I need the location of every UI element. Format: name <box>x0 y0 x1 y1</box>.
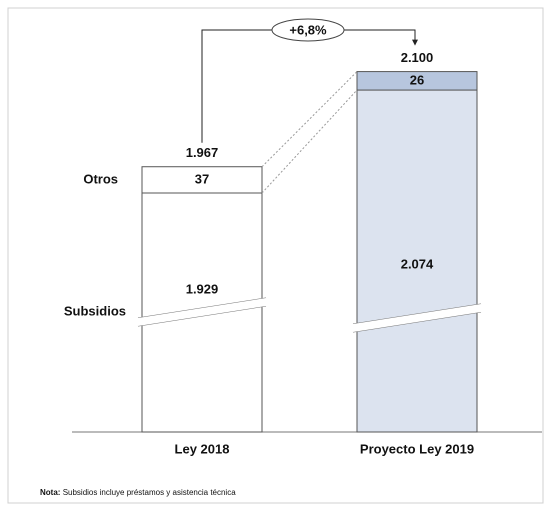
connector <box>261 89 358 194</box>
bar-segment <box>356 89 478 433</box>
value-label: 2.074 <box>401 256 434 271</box>
note-label: Nota: <box>40 488 60 497</box>
x-tick-label: Proyecto Ley 2019 <box>360 441 474 456</box>
bar-segment <box>141 166 263 194</box>
note-text: Subsidios incluye préstamos y asistencia… <box>63 488 237 497</box>
total-label: 1.967 <box>186 145 219 160</box>
annotation-bubble <box>271 18 345 42</box>
axis-break-gap <box>353 304 481 332</box>
total-label: 2.100 <box>401 50 434 65</box>
series-label: Otros <box>83 171 118 186</box>
bar-segment <box>356 71 478 91</box>
note: Nota: Subsidios incluye préstamos y asis… <box>40 488 236 497</box>
value-label: 1.929 <box>186 281 219 296</box>
x-tick-label: Ley 2018 <box>175 441 230 456</box>
connector <box>261 71 358 168</box>
arrow-head <box>412 39 418 46</box>
annotation: +6,8% <box>289 22 327 37</box>
series-label: Subsidios <box>64 303 126 318</box>
axis-break-gap <box>138 298 266 326</box>
frame <box>7 7 544 504</box>
value-label: 37 <box>195 171 209 186</box>
value-label: 26 <box>410 72 424 87</box>
